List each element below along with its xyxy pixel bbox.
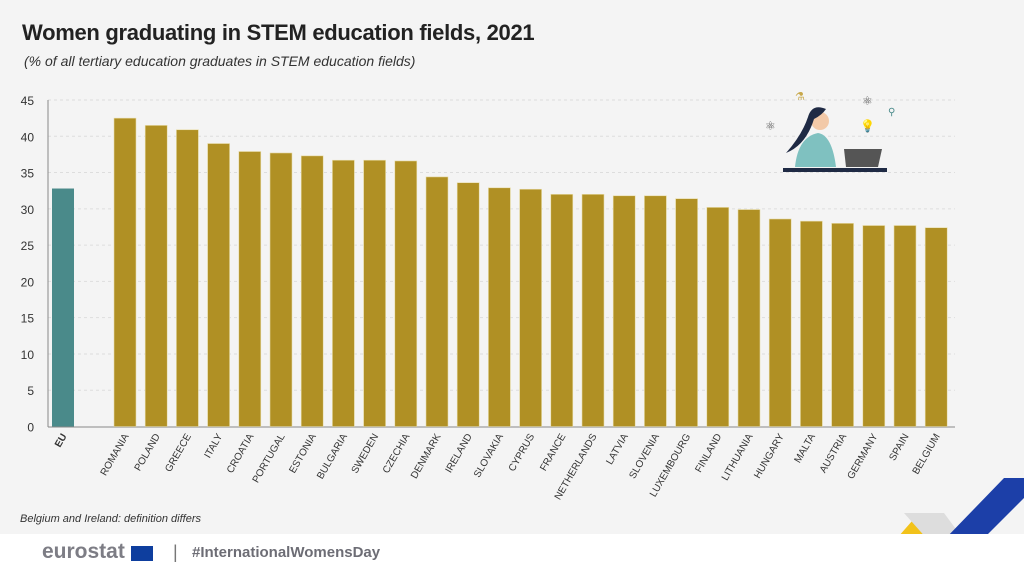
x-tick-label: EU (53, 432, 69, 450)
y-tick-label: 5 (27, 384, 34, 398)
bar-austria (831, 223, 854, 427)
x-tick-label: DENMARK (409, 432, 444, 481)
y-tick-label: 35 (21, 167, 35, 181)
bar-bulgaria (332, 159, 355, 427)
bar-finland (706, 207, 730, 427)
x-tick-label: PORTUGAL (251, 432, 288, 485)
bar-netherlands (581, 194, 605, 427)
bar-sweden (363, 159, 386, 427)
x-tick-label: BULGARIA (315, 432, 350, 482)
woman-laptop-illustration: ⚛ ⚛ ⚗ ⚲ 💡 (765, 91, 895, 172)
bar-luxembourg (675, 198, 698, 427)
x-tick-label: FINLAND (693, 432, 724, 475)
x-tick-label: MALTA (793, 432, 819, 465)
x-tick-label: SLOVAKIA (472, 432, 506, 480)
y-tick-label: 30 (21, 203, 35, 217)
x-tick-label: ITALY (203, 432, 226, 461)
bar-malta (800, 220, 823, 427)
bar-lithuania (737, 209, 761, 427)
x-tick-label: LITHUANIA (720, 432, 756, 483)
x-tick-label: POLAND (133, 432, 163, 473)
bar-hungary (768, 218, 792, 427)
svg-text:⚗: ⚗ (795, 91, 805, 103)
eurostat-logo: eurostat (42, 540, 125, 563)
bar-romania (113, 117, 137, 427)
x-tick-label: LATVIA (604, 432, 631, 467)
y-tick-label: 20 (21, 275, 35, 289)
bar-denmark (425, 176, 449, 427)
bar-estonia (300, 155, 324, 427)
chart-subtitle: (% of all tertiary education graduates i… (24, 53, 416, 69)
bar-slovenia (644, 195, 667, 427)
eu-flag-icon (131, 546, 153, 561)
x-tick-label: CYPRUS (507, 432, 538, 474)
hashtag: #InternationalWomensDay (192, 544, 381, 561)
bar-italy (207, 143, 230, 427)
y-tick-label: 45 (21, 94, 35, 108)
x-tick-label: GERMANY (846, 432, 881, 482)
x-tick-label: SLOVENIA (627, 432, 662, 481)
x-tick-label: CZECHIA (381, 432, 413, 476)
y-tick-label: 0 (27, 421, 34, 435)
x-tick-label: CROATIA (225, 432, 257, 476)
svg-text:⚲: ⚲ (888, 107, 895, 118)
x-tick-label: SPAIN (887, 432, 911, 463)
y-tick-label: 25 (21, 239, 35, 253)
bar-ireland (456, 182, 480, 427)
x-tick-label: ESTONIA (287, 432, 319, 476)
x-tick-label: GREECE (163, 432, 194, 474)
bar-france (550, 194, 574, 427)
y-tick-label: 10 (21, 348, 35, 362)
bar-slovakia (488, 187, 511, 427)
divider: | (173, 542, 178, 562)
x-tick-label: ROMANIA (99, 432, 132, 478)
x-tick-label: IRELAND (444, 432, 475, 475)
x-tick-label: BELGIUM (911, 432, 943, 476)
footnote: Belgium and Ireland: definition differs (20, 513, 201, 525)
bar-poland (144, 125, 168, 427)
svg-text:⚛: ⚛ (765, 119, 776, 133)
y-tick-label: 15 (21, 312, 35, 326)
chart-title: Women graduating in STEM education field… (22, 20, 535, 45)
svg-text:⚛: ⚛ (862, 94, 873, 108)
bar-croatia (238, 151, 262, 427)
bar-germany (862, 225, 886, 427)
bar-greece (176, 129, 199, 427)
x-tick-label: FRANCE (538, 432, 568, 473)
x-tick-label: AUSTRIA (818, 432, 849, 475)
bar-cyprus (519, 188, 542, 427)
bar-latvia (612, 195, 636, 427)
bar-belgium (924, 227, 948, 427)
bar-portugal (269, 152, 293, 427)
bar-spain (893, 225, 917, 427)
x-tick-label: SWEDEN (350, 432, 381, 476)
bar-eu (52, 188, 74, 427)
footer: eurostat | #InternationalWomensDay (0, 534, 1024, 576)
x-tick-label: HUNGARY (752, 432, 787, 481)
y-tick-label: 40 (21, 130, 35, 144)
bar-czechia (394, 160, 418, 427)
bar-chart: 0 5 10 15 20 25 30 35 40 45 EU ROMANIA POLAND GREECE I… (21, 94, 955, 502)
svg-text:💡: 💡 (860, 119, 875, 133)
